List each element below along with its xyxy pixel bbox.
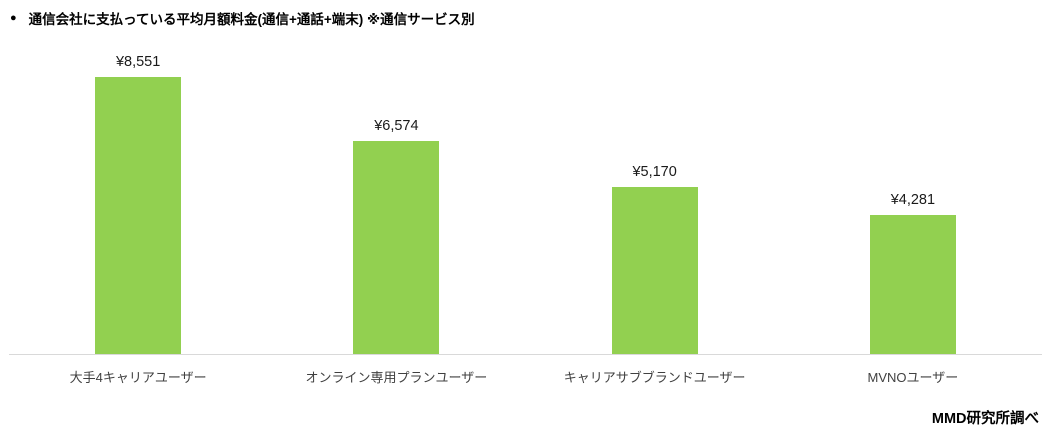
bar-column: ¥5,170 bbox=[526, 45, 784, 354]
x-axis-category-label: キャリアサブブランドユーザー bbox=[563, 370, 746, 385]
x-axis-category-label: オンライン専用プランユーザー bbox=[305, 370, 488, 385]
bar-value-label: ¥4,281 bbox=[890, 192, 936, 208]
bar bbox=[95, 77, 182, 354]
bar bbox=[869, 215, 956, 354]
bar-value-label: ¥6,574 bbox=[374, 118, 419, 134]
bar bbox=[353, 141, 440, 354]
bar-column: ¥8,551 bbox=[9, 45, 267, 354]
x-axis-category-row: 大手4キャリアユーザー オンライン専用プランユーザー キャリアサブブランドユーザー M… bbox=[9, 367, 1042, 386]
x-axis-category-label: MVNOユーザー bbox=[867, 370, 959, 385]
chart-title: 通信会社に支払っている平均月額料金(通信+通話+端末) ※通信サービス別 bbox=[28, 12, 475, 27]
bar-column: ¥6,574 bbox=[267, 45, 525, 354]
x-axis-category-label: 大手4キャリアユーザー bbox=[69, 370, 207, 385]
plot-area: ¥8,551 ¥6,574 ¥5,170 ¥4,281 bbox=[9, 45, 1042, 355]
bar-value-label: ¥5,170 bbox=[632, 164, 677, 180]
bar bbox=[611, 187, 698, 354]
title-bullet-icon: ● bbox=[10, 11, 17, 24]
bar-value-label: ¥8,551 bbox=[115, 54, 161, 70]
chart-title-row: ● 通信会社に支払っている平均月額料金(通信+通話+端末) ※通信サービス別 bbox=[10, 8, 475, 28]
bar-column: ¥4,281 bbox=[784, 45, 1042, 354]
source-credit: MMD研究所調べ bbox=[931, 411, 1039, 427]
